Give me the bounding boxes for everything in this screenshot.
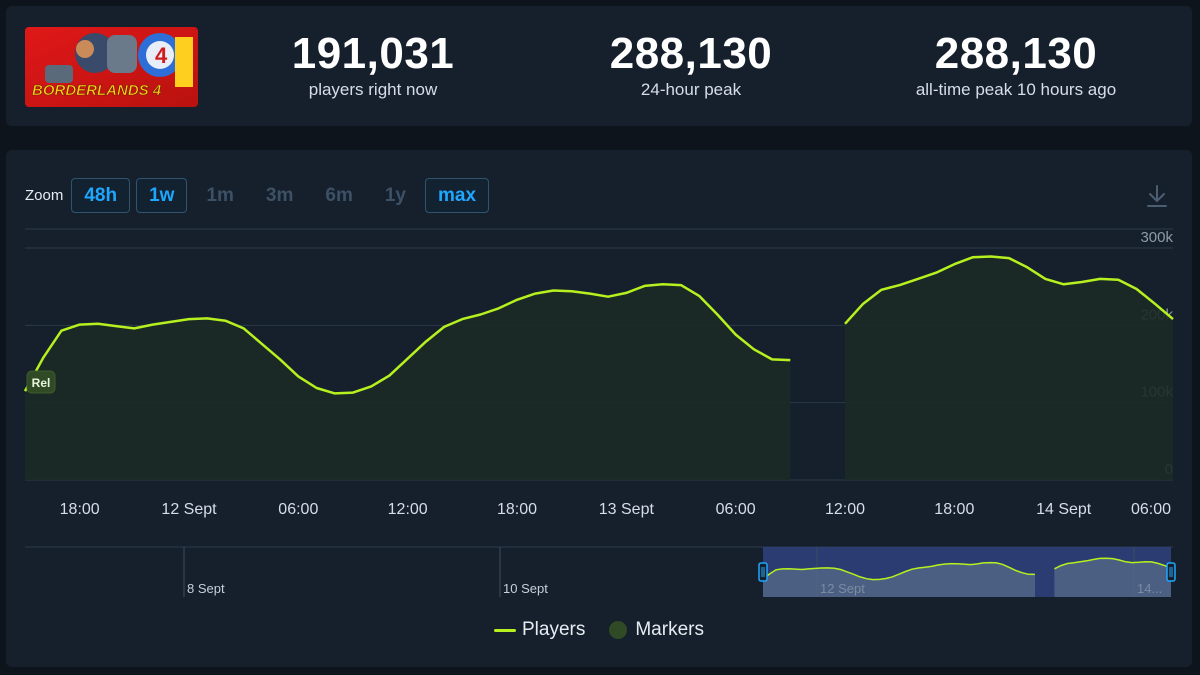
release-marker-label: Rel <box>32 376 51 390</box>
players-line-swatch <box>494 628 516 632</box>
zoom-1m-button[interactable]: 1m <box>193 178 246 213</box>
navigator-line <box>762 561 1036 581</box>
navigator-label: 8 Sept <box>187 581 225 596</box>
navigator-area <box>763 562 1035 597</box>
markers-dot-swatch <box>609 621 628 639</box>
zoom-6m-button[interactable]: 6m <box>312 178 365 213</box>
peak-24h-label: 24-hour peak <box>640 80 742 99</box>
navigator-area <box>1054 558 1171 597</box>
current-players-stat: 191,031 players right now <box>258 30 488 102</box>
x-tick-label: 12:00 <box>825 501 865 518</box>
x-tick-label: 06:00 <box>278 501 318 518</box>
players-line-segment <box>23 283 791 395</box>
legend-markers-label: Markers <box>635 619 704 640</box>
x-tick-label: 06:00 <box>1131 501 1171 518</box>
zoom-3m-button[interactable]: 3m <box>253 178 306 213</box>
x-tick-label: 18:00 <box>497 501 537 518</box>
x-tick-label: 18:00 <box>60 501 100 518</box>
release-marker <box>26 370 56 394</box>
zoom-1w-button[interactable]: 1w <box>136 177 188 213</box>
legend-markers[interactable]: Markers <box>609 619 704 641</box>
stats-panel: 4 BORDERLANDS 4 191,031 players right no… <box>6 6 1192 126</box>
alltime-peak-label: all-time peak 10 hours ago <box>915 80 1117 99</box>
navigator-line <box>1054 557 1172 570</box>
players-line-segment <box>844 255 1174 325</box>
zoom-48h-button[interactable]: 48h <box>71 177 131 213</box>
navigator-label: 10 Sept <box>503 581 548 596</box>
x-tick-label: 13 Sept <box>599 501 655 518</box>
zoom-bar: Zoom 48h 1w 1m 3m 6m 1y max <box>25 177 495 213</box>
zoom-label: Zoom <box>25 186 64 204</box>
players-area-segment <box>845 256 1173 480</box>
legend-players-label: Players <box>522 619 586 640</box>
players-area-segment <box>25 284 791 480</box>
y-tick-label: 300k <box>1140 229 1173 246</box>
x-tick-label: 12 Sept <box>161 501 217 518</box>
borderlands-logo: 4 BORDERLANDS 4 <box>25 27 198 107</box>
x-tick-label: 06:00 <box>716 501 756 518</box>
x-tick-label: 12:00 <box>388 501 428 518</box>
zoom-1y-button[interactable]: 1y <box>372 178 419 213</box>
navigator-handle[interactable] <box>1166 562 1176 582</box>
zoom-max-button[interactable]: max <box>425 177 490 213</box>
current-players-value: 191,031 <box>291 29 455 78</box>
x-tick-label: 14 Sept <box>1036 501 1092 518</box>
svg-text:4: 4 <box>155 43 168 68</box>
download-icon[interactable] <box>1144 183 1170 209</box>
legend-players[interactable]: Players <box>494 619 585 641</box>
alltime-peak-stat: 288,130 all-time peak 10 hours ago <box>866 30 1166 102</box>
peak-24h-value: 288,130 <box>609 29 773 78</box>
navigator-handle[interactable] <box>758 562 768 582</box>
peak-24h-stat: 288,130 24-hour peak <box>576 30 806 102</box>
x-tick-label: 18:00 <box>934 501 974 518</box>
chart-legend: Players Markers <box>6 619 1192 641</box>
game-banner[interactable]: 4 BORDERLANDS 4 <box>25 27 198 107</box>
current-players-label: players right now <box>308 80 438 99</box>
svg-text:BORDERLANDS 4: BORDERLANDS 4 <box>32 82 162 99</box>
alltime-peak-value: 288,130 <box>934 29 1098 78</box>
